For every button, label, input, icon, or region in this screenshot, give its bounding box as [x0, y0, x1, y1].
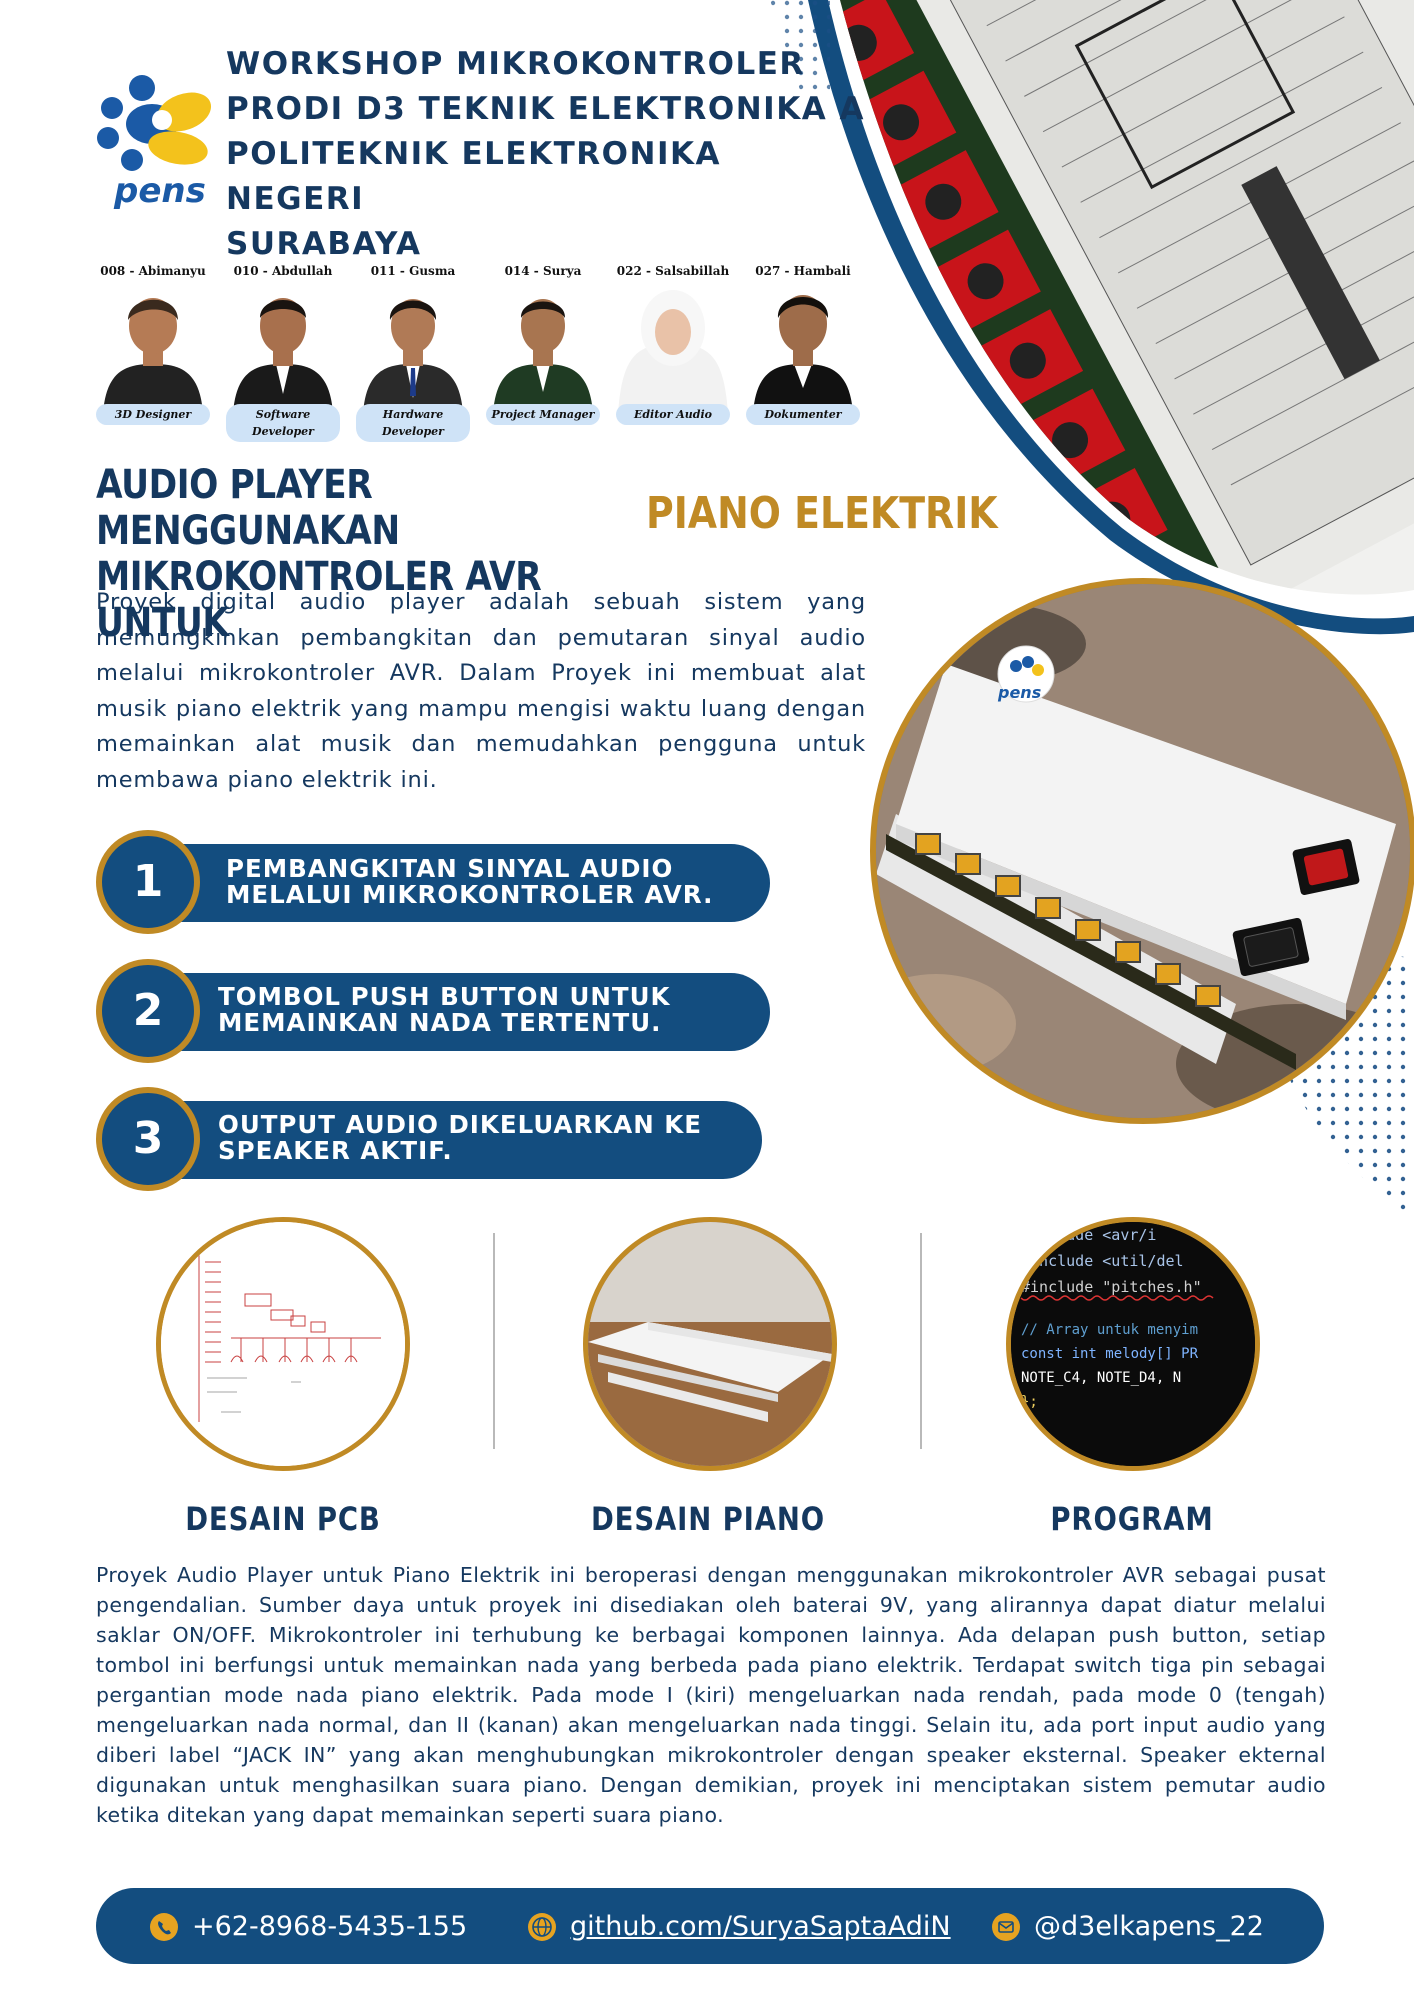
gallery-label-program: PROGRAM — [1050, 1500, 1214, 1538]
phone-icon — [150, 1912, 178, 1941]
step-bar-1 — [150, 844, 770, 922]
step-number-2: 2 — [96, 959, 200, 1063]
step-line: PEMBANGKITAN SINYAL AUDIO — [226, 854, 674, 883]
step-bar-3 — [150, 1101, 762, 1179]
piano-device-photo: pens — [876, 584, 1410, 1118]
workshop-header: WORKSHOP MIKROKONTROLER PRODI D3 TEKNIK … — [226, 42, 866, 267]
step-line: MEMAINKAN NADA TERTENTU. — [218, 1008, 662, 1037]
piano-case-render — [588, 1222, 832, 1466]
phone-number: +62-8968-5435-155 — [192, 1911, 468, 1942]
step-line: OUTPUT AUDIO DIKELUARKAN KE — [218, 1110, 703, 1139]
instagram-handle: @d3elkapens_22 — [1034, 1911, 1264, 1942]
description-paragraph: Proyek Audio Player untuk Piano Elektrik… — [96, 1563, 1326, 1827]
member-name: 022 - Salsabillah — [616, 264, 730, 278]
gallery-divider — [493, 1233, 495, 1449]
member-name: 010 - Abdullah — [233, 264, 333, 278]
step-line: MELALUI MIKROKONTROLER AVR. — [226, 880, 714, 909]
code-editor-screenshot: #include <avr/i #include <util/del #incl… — [1011, 1222, 1255, 1466]
member-photo — [363, 299, 463, 414]
step-text-3: OUTPUT AUDIO DIKELUARKAN KE SPEAKER AKTI… — [218, 1112, 702, 1164]
member-name: 008 - Abimanyu — [100, 264, 206, 278]
member-name: 011 - Gusma — [370, 264, 456, 278]
header-line-3: POLITEKNIK ELEKTRONIKA NEGERI — [226, 136, 721, 217]
team-member: 027 - Hambali Dokumenter — [738, 264, 868, 425]
title-line-2: MIKROKONTROLER AVR UNTUK — [96, 554, 542, 646]
member-photo — [233, 298, 333, 414]
member-photo — [618, 290, 728, 414]
code-line: // Array untuk menyim — [1021, 1322, 1198, 1338]
member-photo — [493, 299, 593, 414]
member-name: 027 - Hambali — [755, 264, 851, 278]
team-member: 008 - Abimanyu 3D Designer — [88, 264, 218, 425]
team-member: 011 - Gusma Hardware Developer — [348, 264, 478, 442]
contact-github-link[interactable]: github.com/SuryaSaptaAdiN — [528, 1911, 951, 1942]
member-role: Dokumenter — [746, 404, 860, 425]
member-role: Software Developer — [226, 404, 340, 442]
step-text-2: TOMBOL PUSH BUTTON UNTUK MEMAINKAN NADA … — [218, 984, 671, 1036]
code-line: #include "pitches.h" — [1021, 1278, 1202, 1296]
step-bar-2 — [150, 973, 770, 1051]
header-line-2: PRODI D3 TEKNIK ELEKTRONIKA A — [226, 91, 866, 127]
header-line-4: SURABAYA — [226, 226, 422, 262]
pcb-design-image — [156, 1217, 410, 1471]
github-url: github.com/SuryaSaptaAdiN — [570, 1911, 951, 1942]
product-photo: pens — [870, 578, 1414, 1124]
member-role: Project Manager — [486, 404, 600, 425]
pens-logo: pens — [97, 75, 212, 211]
member-photo — [753, 295, 853, 414]
step-number-1: 1 — [96, 830, 200, 934]
step-text-1: PEMBANGKITAN SINYAL AUDIO MELALUI MIKROK… — [226, 856, 713, 908]
code-line: #include <avr/i — [1021, 1226, 1156, 1244]
team-member: 010 - Abdullah Software Developer — [218, 264, 348, 442]
gallery-label-piano: DESAIN PIANO — [590, 1500, 826, 1538]
gallery-label-pcb: DESAIN PCB — [185, 1500, 381, 1538]
piano-design-image — [583, 1217, 837, 1471]
step-line: TOMBOL PUSH BUTTON UNTUK — [218, 982, 671, 1011]
member-role: Hardware Developer — [356, 404, 470, 442]
program-code-image: #include <avr/i #include <util/del #incl… — [1006, 1217, 1260, 1471]
mail-icon — [992, 1912, 1020, 1941]
code-line: #include <util/del — [1021, 1252, 1184, 1270]
code-line: const int melody[] PR — [1021, 1346, 1199, 1362]
contact-footer: +62-8968-5435-155 github.com/SuryaSaptaA… — [96, 1888, 1324, 1964]
accent-title: PIANO ELEKTRIK — [646, 488, 998, 539]
main-title: AUDIO PLAYER MENGGUNAKAN MIKROKONTROLER … — [96, 462, 578, 646]
code-line: }; — [1021, 1394, 1038, 1410]
step-line: SPEAKER AKTIF. — [218, 1136, 453, 1165]
contact-instagram[interactable]: @d3elkapens_22 — [992, 1911, 1264, 1942]
schematic-drawing — [161, 1222, 405, 1466]
device-logo: pens — [997, 683, 1041, 702]
contact-phone[interactable]: +62-8968-5435-155 — [150, 1911, 467, 1942]
member-role: Editor Audio — [616, 404, 730, 425]
intro-paragraph: Proyek digital audio player adalah sebua… — [96, 589, 866, 793]
header-line-1: WORKSHOP MIKROKONTROLER — [226, 46, 805, 82]
member-photo — [103, 298, 203, 414]
gallery-divider — [920, 1233, 922, 1449]
member-role: 3D Designer — [96, 404, 210, 425]
team-member: 022 - Salsabillah Editor Audio — [608, 264, 738, 425]
globe-icon — [528, 1912, 556, 1941]
member-name: 014 - Surya — [504, 264, 582, 278]
logo-wordmark: pens — [113, 171, 206, 211]
code-line: NOTE_C4, NOTE_D4, N — [1021, 1370, 1181, 1386]
step-number-3: 3 — [96, 1087, 200, 1191]
team-member: 014 - Surya Project Manager — [478, 264, 608, 425]
title-line-1: AUDIO PLAYER MENGGUNAKAN — [96, 462, 400, 554]
